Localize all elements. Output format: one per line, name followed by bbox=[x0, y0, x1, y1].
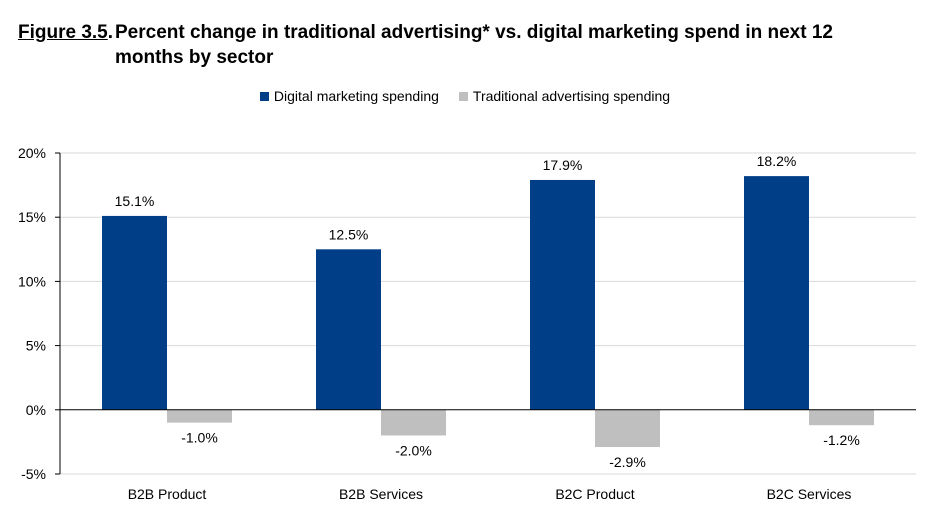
chart-title: Figure 3.5. Percent change in traditiona… bbox=[18, 20, 898, 68]
y-tick-label: 0% bbox=[26, 402, 46, 418]
y-tick-label: 10% bbox=[18, 273, 46, 289]
bar-digital bbox=[102, 215, 167, 410]
data-label-digital: 12.5% bbox=[329, 226, 369, 242]
bar-traditional bbox=[809, 409, 874, 426]
bar-digital bbox=[316, 249, 381, 410]
data-label-digital: 17.9% bbox=[543, 157, 583, 173]
legend-swatch-traditional bbox=[458, 91, 468, 101]
x-tick-label: B2C Services bbox=[767, 486, 852, 502]
x-tick-label: B2B Services bbox=[339, 486, 423, 502]
legend-entry-traditional: Traditional advertising spending bbox=[458, 88, 671, 104]
bar-digital bbox=[530, 179, 595, 410]
figure-label-suffix: . bbox=[107, 22, 114, 43]
y-tick-label: 15% bbox=[18, 209, 46, 225]
bar-traditional bbox=[167, 409, 232, 423]
legend-label-digital: Digital marketing spending bbox=[273, 88, 439, 104]
y-tick-label: -5% bbox=[21, 466, 46, 482]
x-tick-label: B2B Product bbox=[128, 486, 207, 502]
data-label-traditional: -2.9% bbox=[609, 454, 646, 470]
data-label-digital: 18.2% bbox=[757, 153, 797, 169]
bar-traditional bbox=[595, 409, 660, 448]
legend: Digital marketing spending Traditional a… bbox=[0, 88, 930, 104]
data-label-traditional: -1.0% bbox=[181, 430, 218, 446]
figure-title: Percent change in traditional advertisin… bbox=[115, 22, 833, 68]
x-tick-label: B2C Product bbox=[555, 486, 634, 502]
y-tick-label: 20% bbox=[18, 145, 46, 161]
legend-label-traditional: Traditional advertising spending bbox=[472, 88, 671, 104]
legend-entry-digital: Digital marketing spending bbox=[259, 88, 439, 104]
legend-swatch-digital bbox=[259, 91, 269, 101]
y-tick-label: 5% bbox=[26, 338, 46, 354]
data-label-digital: 15.1% bbox=[115, 193, 155, 209]
figure-label: Figure 3.5 bbox=[18, 22, 108, 43]
bar-traditional bbox=[381, 409, 446, 436]
bar-digital bbox=[744, 176, 809, 410]
data-label-traditional: -2.0% bbox=[395, 442, 432, 458]
data-label-traditional: -1.2% bbox=[823, 432, 860, 448]
